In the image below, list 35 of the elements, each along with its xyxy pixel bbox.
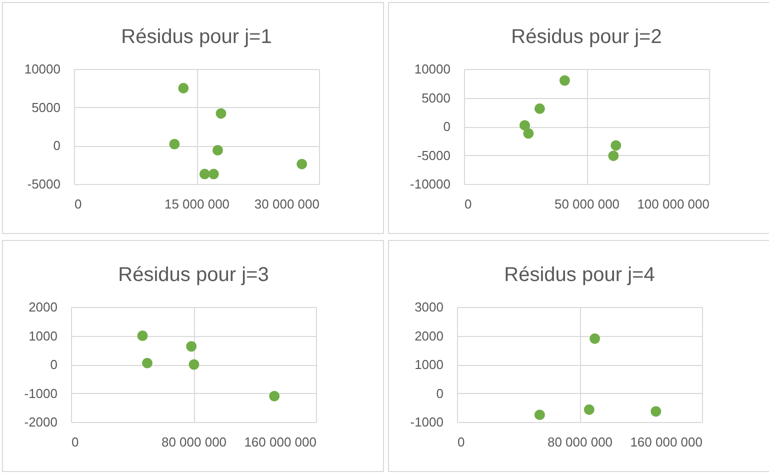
y-tick-label: 3000 xyxy=(414,300,444,314)
y-tick-label: 0 xyxy=(436,386,444,401)
y-tick-label: -5000 xyxy=(27,176,60,192)
chart-title: Résidus pour j=3 xyxy=(118,264,269,286)
x-tick-label: 80 000 000 xyxy=(547,434,613,450)
y-tick-label: 10000 xyxy=(414,62,450,76)
y-tick-label: 0 xyxy=(50,357,58,372)
x-tick-label: 160 000 000 xyxy=(630,434,702,450)
y-tick-label: 1000 xyxy=(414,357,444,372)
x-tick-label: 160 000 000 xyxy=(244,434,316,450)
x-tick-label: 80 000 000 xyxy=(161,434,227,450)
y-tick-label: 0 xyxy=(53,138,60,154)
y-tick-label: 2000 xyxy=(28,300,58,314)
y-tick-label: -1000 xyxy=(410,414,444,430)
x-tick-label: 100 000 000 xyxy=(637,196,710,212)
y-tick-label: 2000 xyxy=(414,328,444,344)
y-tick-label: 0 xyxy=(443,119,450,134)
chart-title: Résidus pour j=2 xyxy=(511,26,662,48)
x-tick-label: 15 000 000 xyxy=(164,196,230,212)
chart-title: Résidus pour j=1 xyxy=(121,26,272,48)
y-tick-label: -10000 xyxy=(410,176,450,192)
y-tick-label: 1000 xyxy=(28,328,58,344)
y-tick-label: 10000 xyxy=(24,62,60,76)
y-tick-label: 5000 xyxy=(32,100,60,115)
x-tick-label: 0 xyxy=(72,434,79,450)
x-tick-label: 30 000 000 xyxy=(254,196,320,212)
y-tick-label: -5000 xyxy=(417,148,450,163)
y-tick-label: -1000 xyxy=(24,386,58,401)
x-tick-label: 0 xyxy=(464,196,472,212)
y-tick-label: -2000 xyxy=(24,414,58,430)
chart-title: Résidus pour j=4 xyxy=(504,264,655,286)
x-tick-label: 0 xyxy=(74,196,82,212)
x-tick-label: 50 000 000 xyxy=(554,196,620,212)
x-tick-label: 0 xyxy=(458,434,465,450)
y-tick-label: 5000 xyxy=(422,90,450,106)
